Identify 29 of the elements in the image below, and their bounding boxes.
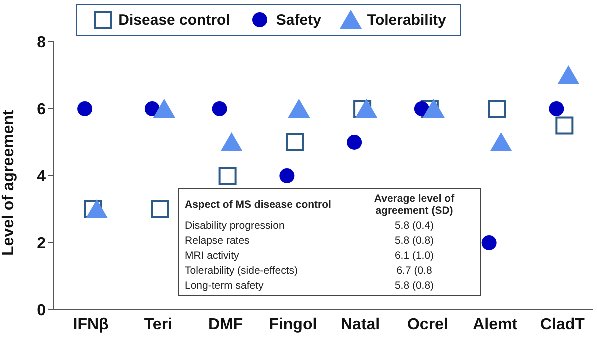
y-tick-label: 0 <box>37 302 46 320</box>
annotation: 5.8 (0.8) <box>394 234 436 248</box>
annotation: 5.8 (0.4) <box>394 218 436 233</box>
annotation: Average level of agreement (SD) <box>373 192 456 218</box>
annotation: 6.1 (1.0) <box>394 248 436 263</box>
x-tick-label: CladT <box>540 316 586 334</box>
y-tick-label: 8 <box>37 34 46 52</box>
y-tick-label: 4 <box>37 168 46 186</box>
x-tick-label: Alemt <box>473 316 518 334</box>
x-tick-label: Natal <box>340 316 380 334</box>
annotation: Relapse rates <box>185 234 251 248</box>
annotation: MRI activity <box>185 248 240 263</box>
annotation: 6.7 (0.8 <box>396 264 434 278</box>
y-axis-title: Level of agreement <box>0 110 18 256</box>
legend-label: Tolerability <box>367 12 446 28</box>
x-tick-label: Ocrel <box>407 316 448 334</box>
annotation: Disability progression <box>185 218 286 233</box>
legend-label: Safety <box>276 12 322 28</box>
annotation: Aspect of MS disease control <box>185 198 332 212</box>
y-tick-label: 2 <box>37 236 46 253</box>
annotation: Tolerability (side-effects) <box>185 264 300 278</box>
x-tick-label: Fingol <box>269 316 318 334</box>
annotation: Long-term safety <box>185 278 265 293</box>
x-tick-label: Teri <box>144 316 173 334</box>
legend-label: Disease control <box>118 12 230 28</box>
x-tick-label: IFNβ <box>73 316 110 334</box>
y-tick-label: 6 <box>37 102 46 119</box>
annotation: 5.8 (0.8) <box>394 278 436 293</box>
x-tick-label: DMF <box>208 316 244 334</box>
